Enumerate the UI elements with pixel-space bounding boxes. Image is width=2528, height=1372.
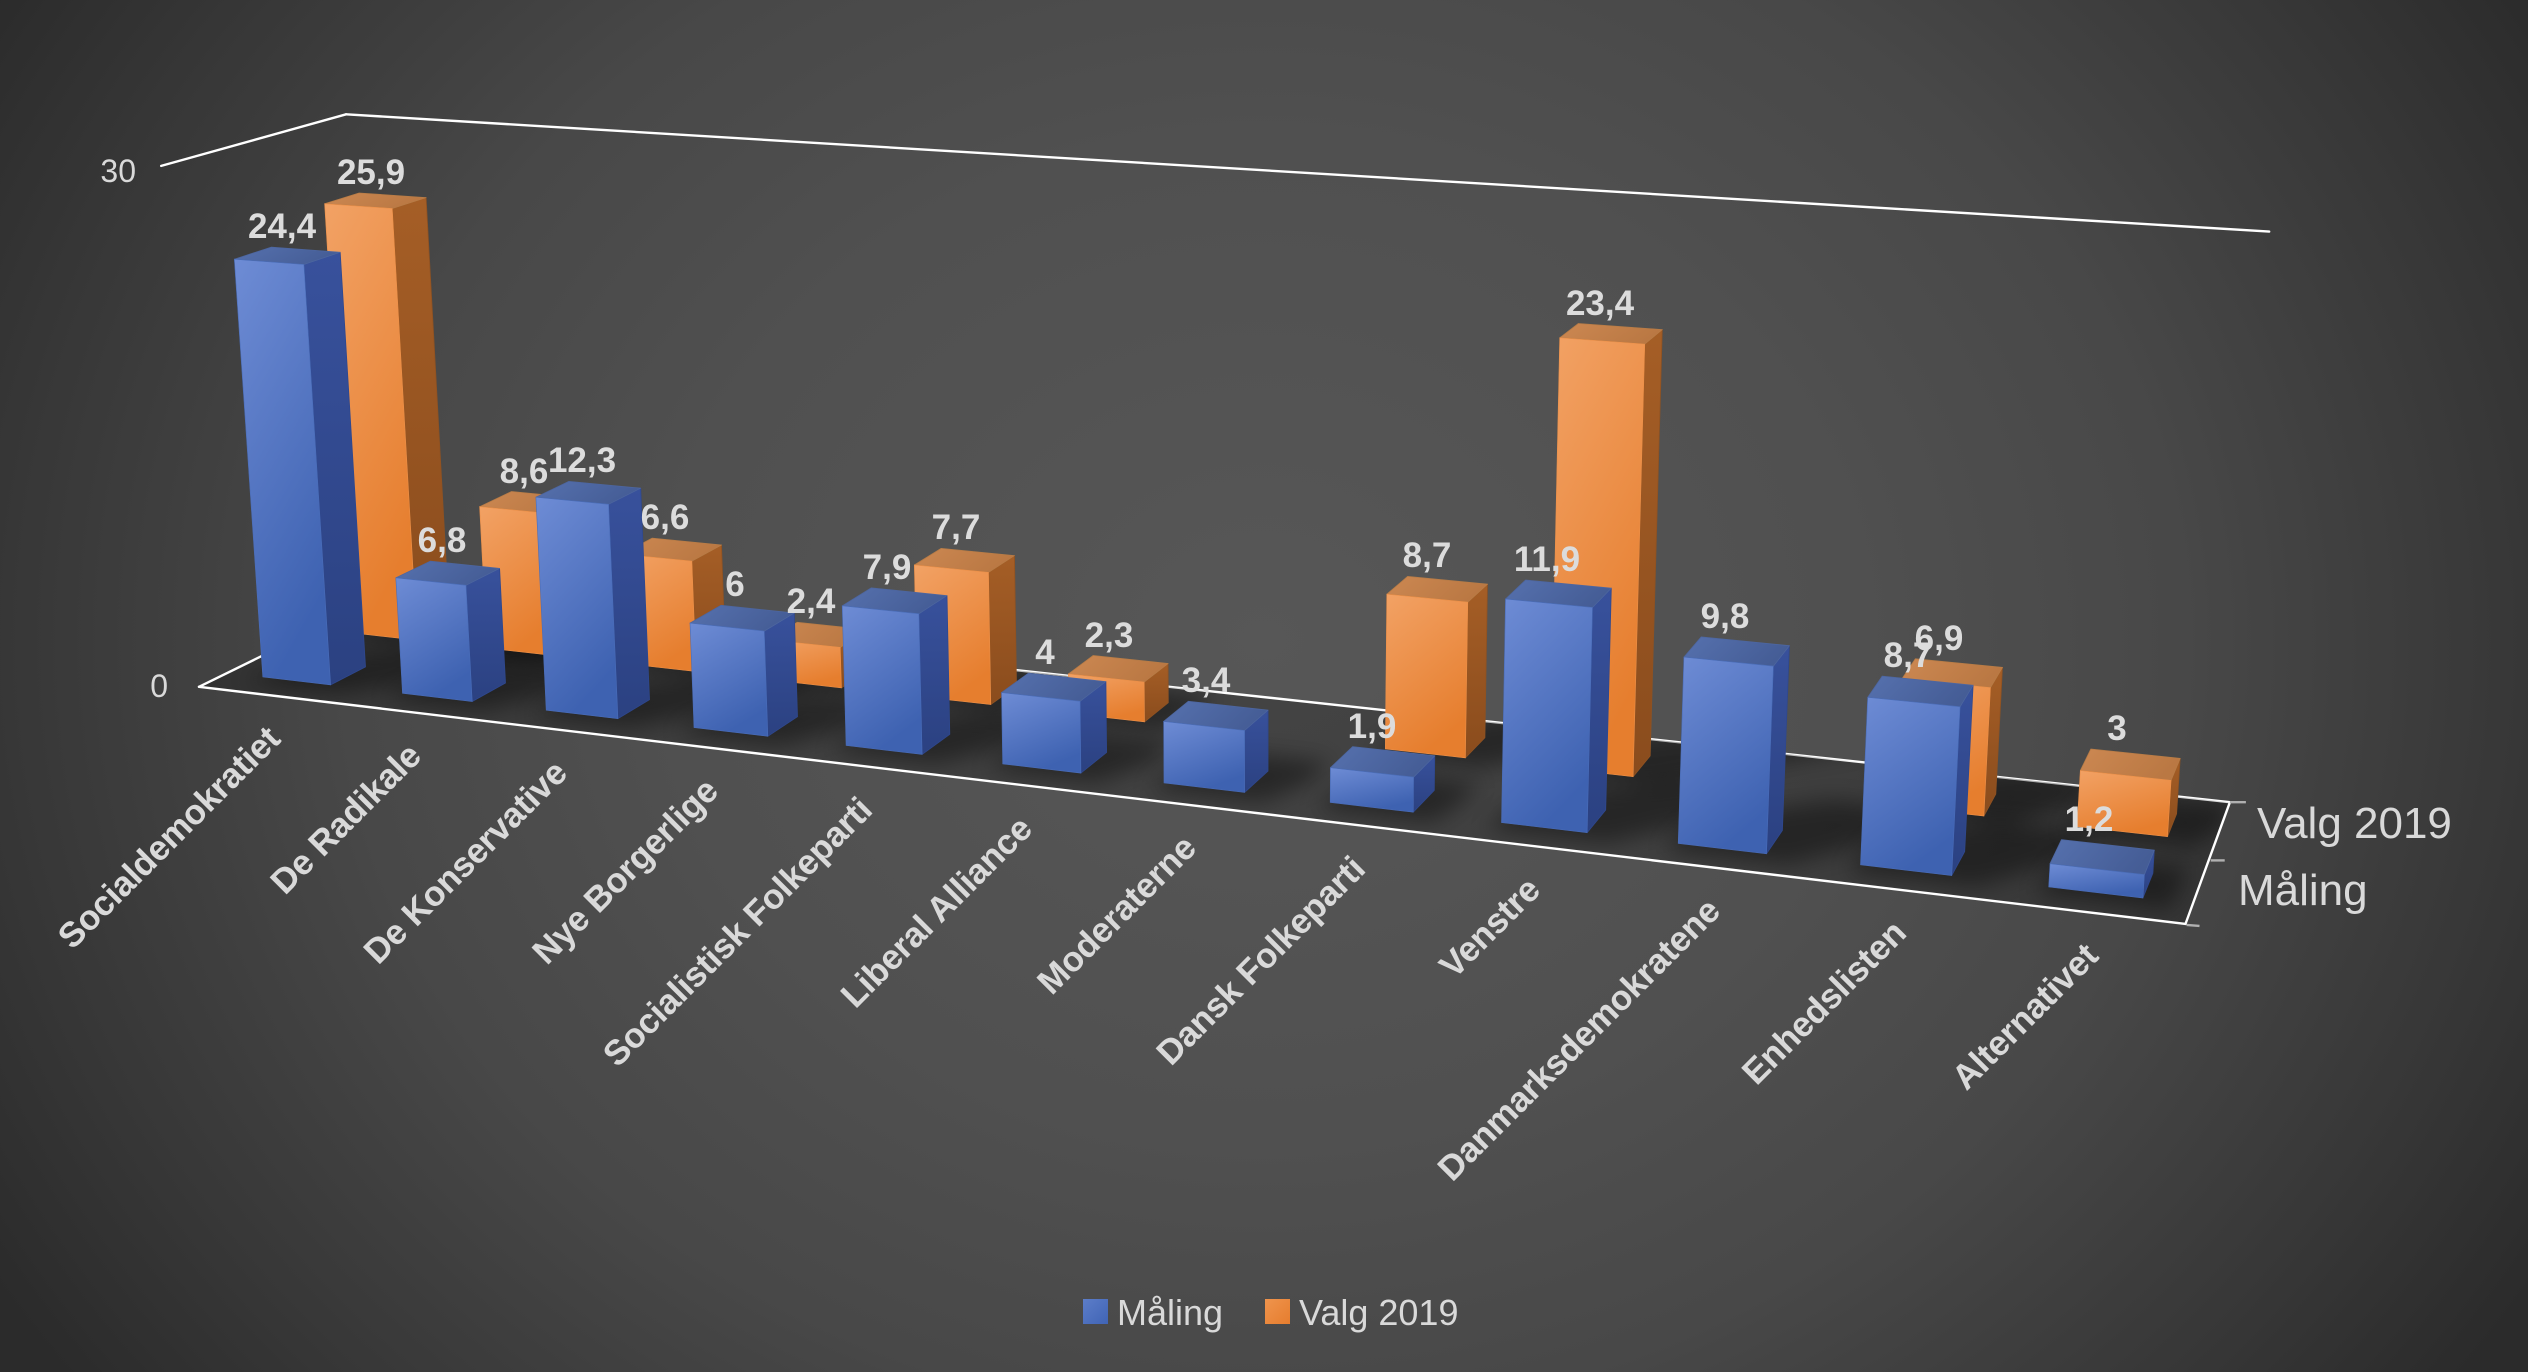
svg-text:Valg 2019: Valg 2019 bbox=[1299, 1292, 1458, 1333]
svg-text:6,9: 6,9 bbox=[1915, 619, 1964, 658]
svg-text:Måling: Måling bbox=[1117, 1292, 1223, 1333]
svg-text:8,7: 8,7 bbox=[1403, 536, 1452, 575]
svg-text:7,9: 7,9 bbox=[863, 548, 912, 587]
svg-text:6: 6 bbox=[725, 565, 744, 604]
svg-text:3: 3 bbox=[2107, 709, 2126, 748]
svg-text:24,4: 24,4 bbox=[248, 207, 317, 246]
svg-text:1,2: 1,2 bbox=[2065, 800, 2114, 839]
svg-text:8,7: 8,7 bbox=[1884, 636, 1933, 675]
svg-text:9,8: 9,8 bbox=[1701, 597, 1750, 636]
svg-text:23,4: 23,4 bbox=[1566, 284, 1635, 323]
svg-text:6,6: 6,6 bbox=[641, 498, 690, 537]
svg-text:12,3: 12,3 bbox=[548, 441, 616, 480]
svg-text:3,4: 3,4 bbox=[1182, 661, 1231, 700]
svg-text:6,8: 6,8 bbox=[418, 521, 467, 560]
svg-text:0: 0 bbox=[150, 668, 168, 704]
svg-text:2,4: 2,4 bbox=[787, 582, 836, 621]
svg-text:2,3: 2,3 bbox=[1085, 616, 1134, 655]
svg-text:7,7: 7,7 bbox=[932, 508, 981, 547]
svg-text:25,9: 25,9 bbox=[337, 153, 405, 192]
svg-text:4: 4 bbox=[1035, 633, 1055, 672]
svg-text:Valg 2019: Valg 2019 bbox=[2257, 799, 2452, 848]
svg-text:8,6: 8,6 bbox=[500, 452, 549, 491]
svg-text:Måling: Måling bbox=[2238, 866, 2368, 915]
svg-text:11,9: 11,9 bbox=[1514, 540, 1580, 579]
svg-text:1,9: 1,9 bbox=[1348, 707, 1397, 746]
svg-text:30: 30 bbox=[100, 153, 136, 189]
